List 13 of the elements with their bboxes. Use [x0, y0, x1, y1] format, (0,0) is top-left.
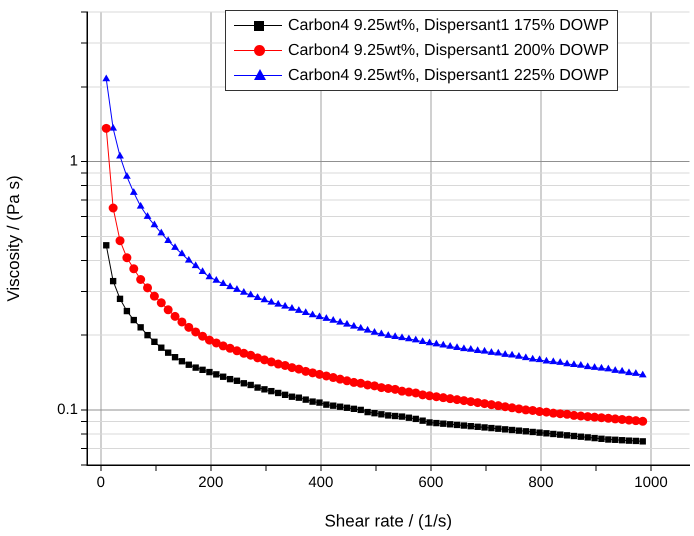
x-tick-label: 0 [96, 474, 105, 492]
x-axis-title: Shear rate / (1/s) [324, 511, 452, 530]
x-tick-label: 1000 [634, 474, 668, 492]
legend-label: Carbon4 9.25wt%, Dispersant1 175% DOWP [288, 17, 609, 34]
y-tick-label: 0.1 [57, 401, 78, 418]
x-tick-label: 400 [308, 474, 334, 492]
legend-label: Carbon4 9.25wt%, Dispersant1 225% DOWP [288, 67, 609, 84]
y-tick-label: 1 [70, 152, 78, 170]
x-tick-label: 600 [418, 474, 444, 492]
x-tick-label: 200 [198, 474, 224, 492]
x-tick-label: 800 [528, 474, 554, 492]
y-axis-title: Viscosity / (Pa s) [4, 175, 23, 302]
legend-label: Carbon4 9.25wt%, Dispersant1 200% DOWP [288, 42, 609, 59]
